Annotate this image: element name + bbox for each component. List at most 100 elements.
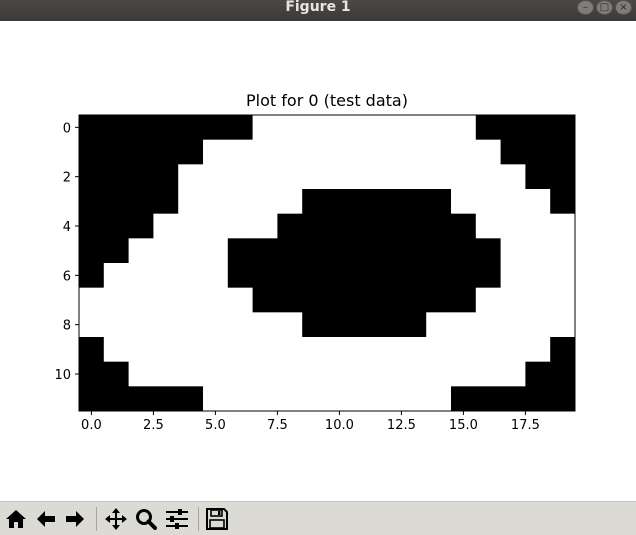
heatmap-cell bbox=[376, 139, 402, 165]
heatmap-cell bbox=[426, 189, 452, 215]
heatmap-cell bbox=[153, 386, 179, 412]
axes-frame bbox=[78, 114, 576, 412]
forward-button[interactable] bbox=[62, 506, 88, 532]
heatmap-cell bbox=[302, 386, 328, 412]
heatmap-cell bbox=[178, 263, 204, 289]
heatmap-cell bbox=[376, 287, 402, 313]
heatmap-cell bbox=[227, 361, 253, 387]
heatmap-cell bbox=[178, 361, 204, 387]
y-tick-label: 2 bbox=[63, 171, 71, 186]
heatmap-cell bbox=[277, 361, 303, 387]
heatmap-cell bbox=[178, 213, 204, 239]
chart-title: Plot for 0 (test data) bbox=[246, 91, 408, 110]
heatmap-cell bbox=[277, 139, 303, 165]
maximize-button[interactable]: □ bbox=[596, 0, 613, 15]
heatmap-cell bbox=[351, 263, 377, 289]
y-axis: 0 2 4 6 8 10 bbox=[54, 121, 79, 383]
heatmap-cell bbox=[351, 164, 377, 190]
heatmap-cell bbox=[252, 164, 278, 190]
heatmap-cell bbox=[103, 139, 129, 165]
heatmap-cell bbox=[401, 337, 427, 363]
heatmap-cell bbox=[103, 263, 129, 289]
heatmap-cell bbox=[178, 337, 204, 363]
heatmap-cell bbox=[451, 189, 477, 215]
heatmap-cell bbox=[153, 312, 179, 338]
save-button[interactable] bbox=[204, 506, 230, 532]
heatmap-cell bbox=[79, 164, 105, 190]
heatmap-cell bbox=[426, 238, 452, 264]
x-tick-label: 2.5 bbox=[143, 418, 164, 433]
heatmap-cell bbox=[351, 337, 377, 363]
heatmap-cell bbox=[500, 213, 526, 239]
heatmap-cell bbox=[302, 213, 328, 239]
figure-canvas[interactable]: Plot for 0 (test data) 0.0 2.5 5.0 7.5 10.0 1… bbox=[0, 21, 636, 501]
close-button[interactable]: × bbox=[615, 0, 632, 15]
heatmap-cell bbox=[128, 238, 154, 264]
heatmap-cell bbox=[426, 263, 452, 289]
heatmap-cell bbox=[327, 115, 353, 141]
heatmap-cell bbox=[227, 386, 253, 412]
heatmap-cell bbox=[277, 189, 303, 215]
heatmap-cell bbox=[426, 164, 452, 190]
heatmap-cell bbox=[550, 287, 576, 313]
heatmap-cell bbox=[426, 312, 452, 338]
heatmap-cell bbox=[351, 287, 377, 313]
configure-subplots-button[interactable] bbox=[164, 506, 190, 532]
heatmap-cell bbox=[500, 164, 526, 190]
heatmap-cell bbox=[500, 238, 526, 264]
pan-button[interactable] bbox=[103, 506, 129, 532]
heatmap-cell bbox=[401, 287, 427, 313]
heatmap-cell bbox=[203, 189, 229, 215]
heatmap-cell bbox=[525, 263, 551, 289]
heatmap-cell bbox=[128, 361, 154, 387]
heatmap-cell bbox=[500, 189, 526, 215]
heatmap-cell bbox=[153, 213, 179, 239]
heatmap-cell bbox=[252, 115, 278, 141]
heatmap-cell bbox=[401, 164, 427, 190]
heatmap-cell bbox=[451, 287, 477, 313]
heatmap-cell bbox=[79, 312, 105, 338]
heatmap-cell bbox=[327, 386, 353, 412]
heatmap-cell bbox=[128, 337, 154, 363]
heatmap-cell bbox=[351, 115, 377, 141]
heatmap-cell bbox=[302, 361, 328, 387]
heatmap-cell bbox=[103, 238, 129, 264]
heatmap-cell bbox=[500, 139, 526, 165]
heatmap-cell bbox=[376, 189, 402, 215]
minimize-button[interactable]: – bbox=[577, 0, 594, 15]
x-tick-label: 5.0 bbox=[205, 418, 226, 433]
heatmap-cell bbox=[79, 238, 105, 264]
heatmap-cell bbox=[500, 312, 526, 338]
heatmap-cell bbox=[401, 361, 427, 387]
heatmap-cell bbox=[475, 312, 501, 338]
heatmap-cell bbox=[203, 361, 229, 387]
heatmap-cell bbox=[500, 361, 526, 387]
heatmap-cell bbox=[426, 361, 452, 387]
heatmap-cell bbox=[426, 115, 452, 141]
heatmap-cell bbox=[103, 189, 129, 215]
home-button[interactable] bbox=[3, 506, 29, 532]
heatmap-cell bbox=[103, 164, 129, 190]
back-button[interactable] bbox=[33, 506, 59, 532]
heatmap-cell bbox=[327, 312, 353, 338]
heatmap-cell bbox=[103, 213, 129, 239]
heatmap-cells bbox=[79, 115, 576, 412]
heatmap-cell bbox=[475, 213, 501, 239]
heatmap-cell bbox=[426, 287, 452, 313]
maximize-icon: □ bbox=[599, 2, 610, 13]
heatmap-cell bbox=[302, 164, 328, 190]
y-tick-label: 10 bbox=[54, 368, 71, 383]
x-tick-label: 7.5 bbox=[267, 418, 288, 433]
heatmap-cell bbox=[79, 386, 105, 412]
heatmap-cell bbox=[252, 386, 278, 412]
zoom-button[interactable] bbox=[133, 506, 159, 532]
heatmap-cell bbox=[227, 213, 253, 239]
window-titlebar[interactable]: Figure 1 – □ × bbox=[0, 0, 636, 21]
close-icon: × bbox=[619, 2, 628, 13]
heatmap-cell bbox=[451, 337, 477, 363]
heatmap-cell bbox=[401, 213, 427, 239]
heatmap-cell bbox=[302, 337, 328, 363]
heatmap-cell bbox=[227, 189, 253, 215]
navigation-toolbar bbox=[0, 501, 636, 535]
heatmap-cell bbox=[327, 139, 353, 165]
